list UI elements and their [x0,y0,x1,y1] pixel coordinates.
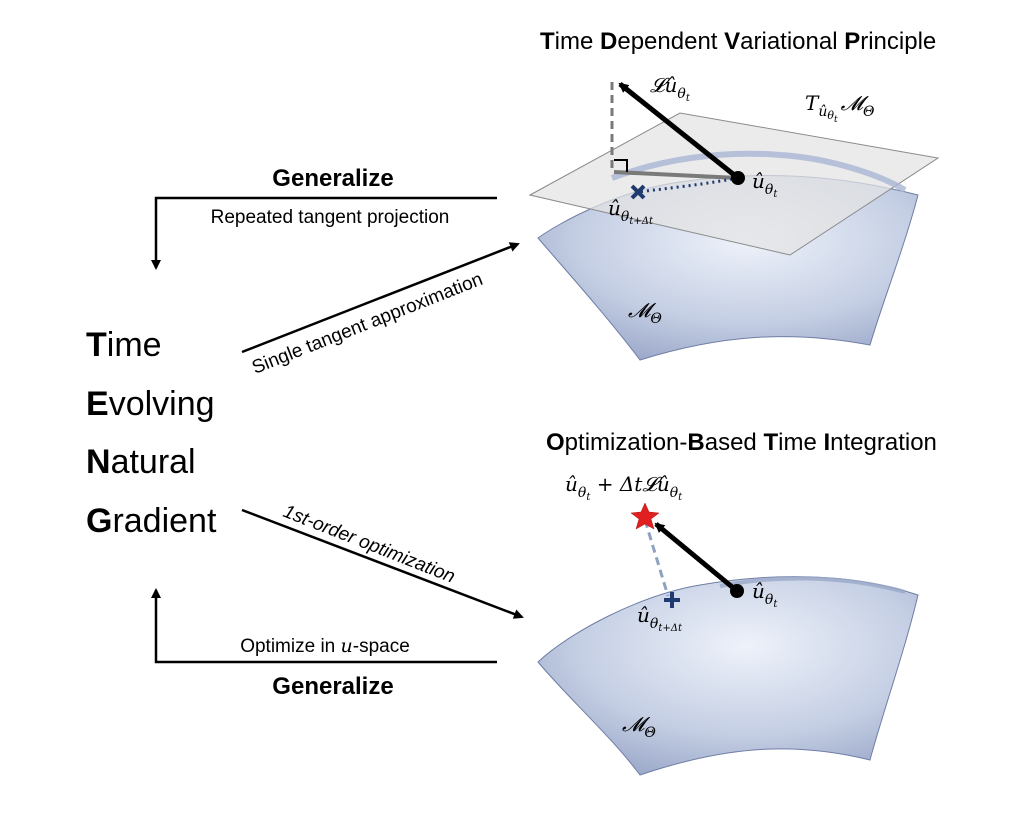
next-point-label-bottom: ûθt+Δt [637,603,683,634]
target-star [630,502,660,530]
current-point-label-top: ûθt [752,169,778,200]
manifold-surface-bottom [537,576,919,776]
next-point-cross-top [630,184,646,200]
single-tangent-connector: Single tangent approximation [241,242,520,379]
tevng-line-gradient: Gradient [86,502,217,540]
single-tangent-arrow [241,242,520,354]
manifold-crest-bottom [719,576,906,594]
tevng-line-natural: Natural [86,443,196,481]
dotted-trajectory [637,176,739,194]
tdvp-title: Time Dependent Variational Principle [540,28,936,55]
top-generalize-label: Generalize [272,165,393,192]
optimize-u-space-label: Optimize in u-space [240,635,410,657]
tevng-line-time: Time [86,326,162,364]
tevng-line-evolving: Evolving [86,385,215,423]
L-u-arrow [618,82,740,180]
current-point-top [731,171,745,185]
bottom-generalize-label: Generalize [272,673,393,700]
obti-title: Optimization-Based Time Integration [546,429,937,456]
first-order-arrow [241,508,524,619]
bottom-generalize-arrow [151,588,497,664]
top-panel: Time Dependent Variational Principle 𝓛ûθ… [528,28,940,361]
projected-vector [613,170,739,180]
bottom-panel: Optimization-Based Time Integration ûθt … [537,429,937,776]
tangent-space-label: Tûθt𝓜Θ [805,91,875,125]
top-generalize-connector: Generalize Repeated tangent projection [151,165,497,270]
next-point-cross-bottom [664,592,680,608]
current-point-bottom [730,584,744,598]
next-point-label-top: ûθt+Δt [608,196,654,227]
top-generalize-arrow [151,196,497,270]
L-u-label: 𝓛ûθt [650,73,691,104]
euler-step-arrow [654,522,739,593]
tangent-plane [528,112,940,256]
manifold-crest [610,150,907,193]
right-angle-marker [614,159,628,172]
first-order-connector: 1st-order optimization [241,501,524,619]
current-point-label-bottom: ûθt [752,579,778,610]
bottom-generalize-connector: Optimize in u-space Generalize [151,588,497,700]
repeated-projection-label: Repeated tangent projection [211,207,450,228]
first-order-label: 1st-order optimization [280,501,458,587]
single-tangent-label: Single tangent approximation [249,269,486,379]
projection-dashed-line-bottom [643,519,670,597]
star-label: ûθt + Δt𝓛ûθt [565,472,683,503]
tevng-acronym: Time Evolving Natural Gradient [86,326,217,540]
